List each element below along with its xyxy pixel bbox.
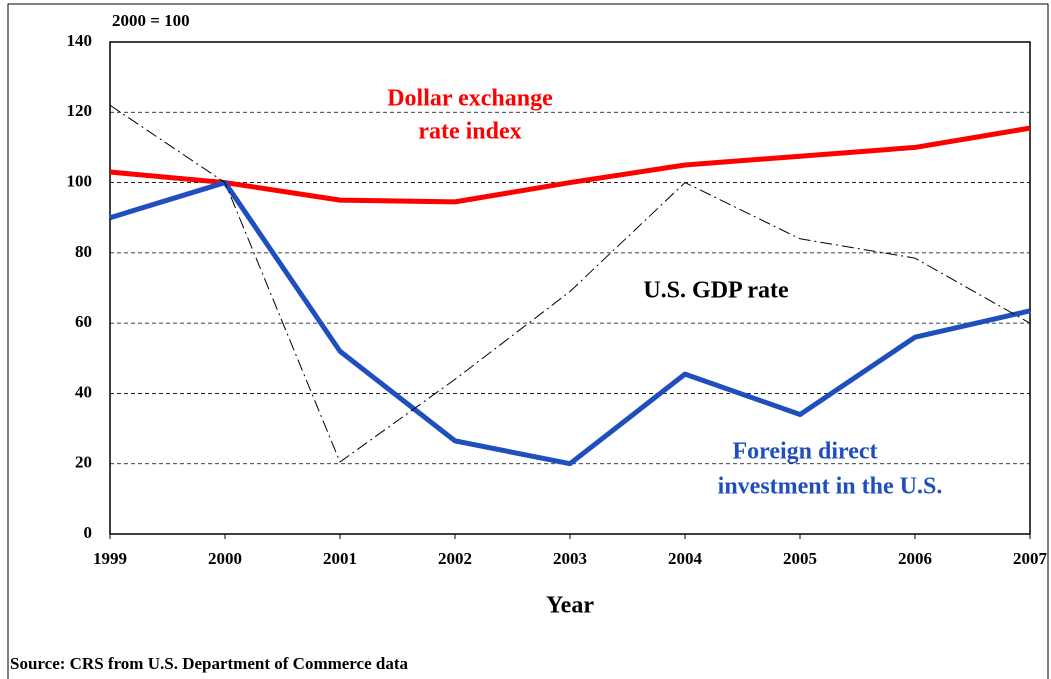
x-axis-label: Year [546, 593, 594, 619]
y-tick-label: 100 [67, 171, 93, 190]
x-tick-label: 2006 [898, 549, 932, 568]
y-tick-label: 0 [84, 523, 93, 542]
plot-frame [109, 41, 1031, 535]
series-label: investment in the U.S. [718, 474, 943, 500]
x-tick-label: 1999 [93, 549, 127, 568]
y-tick-label: 60 [75, 312, 92, 331]
y-tick-label: 120 [67, 101, 93, 120]
series-label: U.S. GDP rate [643, 278, 789, 304]
x-tick-label: 2007 [1013, 549, 1048, 568]
x-tick-label: 2001 [323, 549, 357, 568]
x-tick-label: 2005 [783, 549, 817, 568]
x-tick-label: 2004 [668, 549, 703, 568]
y-tick-label: 40 [75, 382, 92, 401]
series-label: Foreign direct [732, 439, 877, 465]
y-tick-label: 140 [67, 31, 93, 50]
y-tick-label: 20 [75, 453, 92, 472]
y-unit-label: 2000 = 100 [112, 11, 190, 30]
x-tick-label: 2003 [553, 549, 587, 568]
series-line [109, 125, 1031, 205]
y-tick-label: 80 [75, 242, 92, 261]
x-tick-label: 2002 [438, 549, 472, 568]
source-note: Source: CRS from U.S. Department of Comm… [10, 654, 409, 673]
series-line [109, 180, 1031, 467]
chart-frame [7, 3, 1049, 679]
series-line [109, 104, 1031, 463]
x-tick-label: 2000 [208, 549, 242, 568]
series-label: Dollar exchange [387, 86, 553, 112]
series-label: rate index [418, 119, 521, 145]
